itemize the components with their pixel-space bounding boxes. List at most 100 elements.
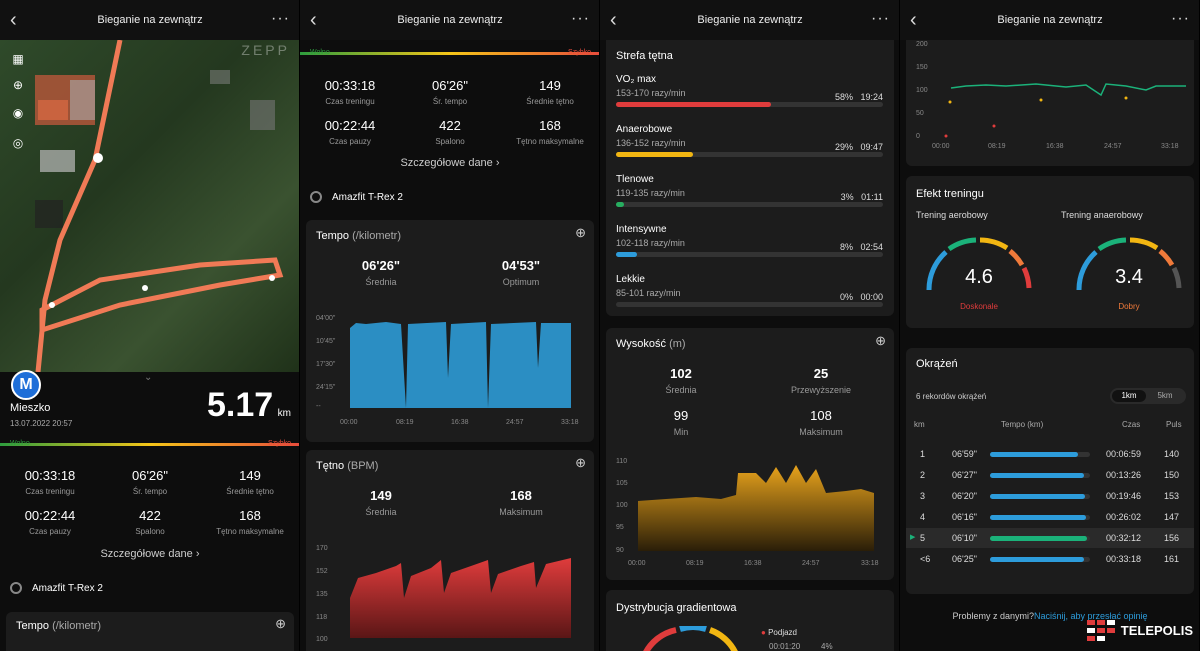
zone-row: VO₂ max 153-170 razy/min 58% 19:24: [616, 74, 883, 107]
hrmax-value: 168: [239, 508, 261, 523]
watch-icon: [10, 582, 22, 594]
svg-text:00:00: 00:00: [628, 560, 646, 567]
lap-pace: 06'20": [952, 491, 977, 501]
svg-text:100: 100: [916, 87, 928, 94]
altitude-card: Wysokość (m) ⊕ 102 Średnia 25 Przewyższeni…: [606, 328, 894, 580]
altitude-max-value: 108: [810, 408, 832, 423]
toggle-1km[interactable]: 1km: [1112, 390, 1146, 402]
zone-pct: 0%: [839, 292, 853, 302]
zone-range: 119-135 razy/min: [616, 188, 685, 198]
svg-text:33:18: 33:18: [861, 560, 879, 567]
toggle-5km[interactable]: 5km: [1157, 391, 1173, 400]
more-icon[interactable]: ···: [1171, 10, 1190, 27]
laps-toggle: 1km 5km: [1110, 388, 1186, 404]
lap-row[interactable]: 1 06'59" 00:06:59 140: [906, 444, 1194, 464]
lap-row[interactable]: 4 06'16" 00:26:02 147: [906, 507, 1194, 527]
altitude-chart: 110 105 100 95 90 00:00 08:19 16:38 24:5…: [616, 458, 879, 567]
back-icon[interactable]: ‹: [610, 9, 617, 31]
lap-row[interactable]: 3 06'20" 00:19:46 153: [906, 486, 1194, 506]
gradient-card: Dystrybucja gradientowa ● Podjazd 00:01:…: [606, 590, 894, 651]
lap-bar-fill: [990, 473, 1084, 478]
zone-time: 02:54: [860, 242, 883, 252]
lap-time: 00:26:02: [1106, 512, 1142, 522]
zone-name: VO₂ max: [616, 74, 656, 85]
watch-icon: [310, 191, 322, 203]
hr-max-label: Maksimum: [499, 507, 543, 517]
lap-km: 2: [920, 470, 926, 480]
speed-scale: [0, 443, 299, 446]
time-value: 00:33:18: [324, 78, 376, 93]
cadence-chart: 200 150 100 50 0 00:00 08:19 16:38 24:57…: [916, 41, 1186, 150]
globe-icon[interactable]: ⊕: [12, 78, 24, 92]
details-link[interactable]: Szczegółowe dane ›: [100, 548, 200, 560]
feedback-link[interactable]: Naciśnij, aby przesłać opinię: [1033, 611, 1148, 621]
map-view[interactable]: ZEPP ▦ ⊕ ◉ ◎: [0, 40, 299, 372]
lap-row[interactable]: 2 06'27" 00:13:26 150: [906, 465, 1194, 485]
pause-value: 00:22:44: [324, 118, 376, 133]
laps-card: Okrążeń 6 rekordów okrążeń 1km 5km km Te…: [906, 348, 1194, 594]
lap-row[interactable]: ▶ 5 06'10" 00:32:12 156: [906, 528, 1194, 548]
col-time: Czas: [1122, 420, 1141, 429]
zone-name: Intensywne: [616, 224, 667, 235]
zone-pct-time: 3% 01:11: [841, 192, 883, 202]
device-name: Amazfit T-Rex 2: [32, 582, 103, 594]
eye-icon[interactable]: ◉: [12, 106, 24, 120]
pause-label: Czas pauzy: [29, 527, 71, 536]
lap-time: 00:06:59: [1106, 449, 1142, 459]
speed-slow-label: Wolno: [10, 440, 30, 447]
back-icon[interactable]: ‹: [910, 9, 917, 31]
location-icon[interactable]: ◎: [12, 136, 24, 150]
pace-xtick: 33:18: [561, 419, 579, 426]
zone-row: Tlenowe 119-135 razy/min 3% 01:11: [616, 174, 883, 207]
burn-label: Spalono: [135, 527, 165, 536]
hr-value: 149: [539, 78, 561, 93]
altitude-title: Wysokość: [616, 338, 667, 350]
laps-records: 6 rekordów okrążeń: [916, 392, 987, 401]
pace-ytick: 24'15": [316, 384, 336, 391]
details-link[interactable]: Szczegółowe dane ›: [400, 157, 500, 169]
hr-max-value: 168: [510, 488, 532, 503]
back-icon[interactable]: ‹: [310, 9, 317, 31]
zoom-icon[interactable]: ⊕: [275, 616, 286, 631]
svg-text:135: 135: [316, 591, 328, 598]
zone-bar-fill: [616, 252, 638, 257]
device-row: Amazfit T-Rex 2: [310, 191, 403, 203]
user-avatar: M: [11, 370, 41, 400]
svg-text:08:19: 08:19: [686, 560, 704, 567]
zone-name: Tlenowe: [616, 174, 654, 185]
more-icon[interactable]: ···: [571, 10, 590, 27]
panel-charts: ‹ Bieganie na zewnątrz ··· Wolno Szybko …: [300, 0, 600, 651]
pace-area: [350, 322, 571, 408]
svg-text:105: 105: [616, 480, 628, 487]
more-icon[interactable]: ···: [871, 10, 890, 27]
speed-slow-label: Wolno: [310, 49, 330, 56]
lap-pace: 06'10": [952, 533, 977, 543]
lap-row[interactable]: <6 06'25" 00:33:18 161: [906, 549, 1194, 569]
zoom-icon[interactable]: ⊕: [575, 225, 586, 240]
zone-bar: [616, 302, 883, 307]
speed-scale: [300, 52, 599, 55]
time-label: Czas treningu: [325, 97, 375, 106]
pace-ytick: 17'30": [316, 361, 336, 368]
hr-area: [350, 558, 571, 638]
more-icon[interactable]: ···: [271, 10, 290, 27]
pace-card-peek: Tempo (/kilometr) ⊕: [6, 612, 294, 651]
back-icon[interactable]: ‹: [10, 9, 17, 31]
pace-xtick: 08:19: [396, 419, 414, 426]
zoom-icon[interactable]: ⊕: [575, 455, 586, 470]
svg-text:150: 150: [916, 64, 928, 71]
aero-value: 4.6: [965, 266, 993, 288]
cadence-card: 200 150 100 50 0 00:00 08:19 16:38 24:57…: [906, 40, 1194, 166]
hr-label: Średnie tętno: [226, 487, 274, 496]
chevron-down-icon[interactable]: ⌄: [144, 372, 153, 383]
telepolis-logo: TELEPOLIS: [1086, 618, 1193, 642]
hr-avg-value: 149: [370, 488, 392, 503]
zoom-icon[interactable]: ⊕: [875, 333, 886, 348]
details-link-label: Szczegółowe dane: [400, 157, 493, 169]
hrmax-label: Tętno maksymalne: [216, 527, 284, 536]
hr-chart: 170 152 135 118 100: [316, 545, 571, 643]
col-pace: Tempo (km): [1001, 420, 1044, 429]
lap-bar: [990, 557, 1090, 562]
lap-time: 00:19:46: [1106, 491, 1142, 501]
map-layers-icon[interactable]: ▦: [12, 52, 24, 66]
